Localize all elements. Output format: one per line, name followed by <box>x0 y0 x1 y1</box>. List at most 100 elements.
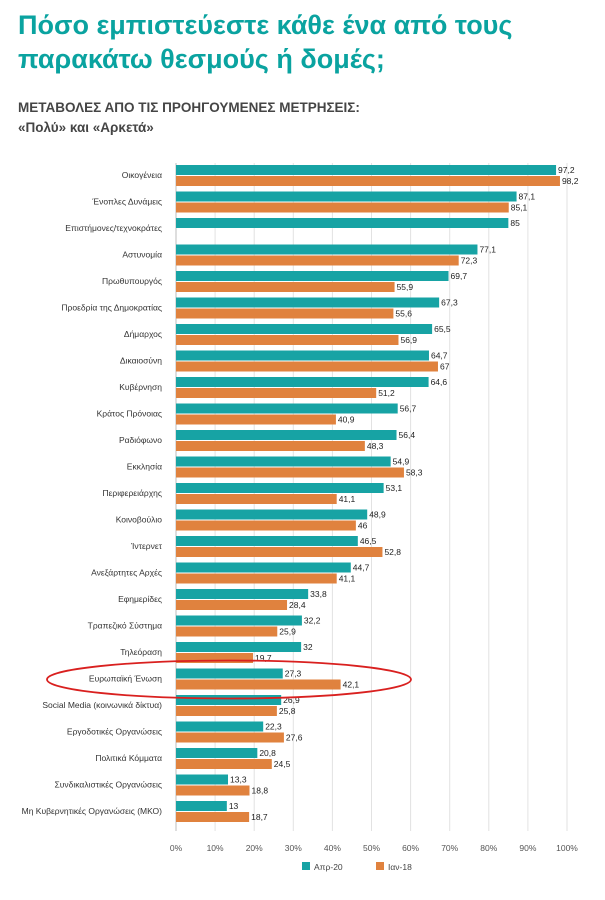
data-label: 42,1 <box>343 680 360 690</box>
bar <box>176 191 517 202</box>
data-label: 25,8 <box>279 706 296 716</box>
bar <box>176 706 277 716</box>
title-line-2: παρακάτω θεσμούς ή δομές; <box>18 44 385 74</box>
category-label: Περιφερειάρχης <box>103 488 163 498</box>
bar <box>176 335 399 345</box>
data-label: 51,2 <box>378 388 395 398</box>
bar <box>176 785 250 796</box>
bar <box>176 520 356 531</box>
data-label: 67 <box>440 362 450 372</box>
x-tick-label: 70% <box>441 843 458 853</box>
bar <box>176 562 351 573</box>
bar <box>176 494 337 504</box>
category-label: Εργοδοτικές Οργανώσεις <box>67 727 162 737</box>
category-label: Τραπεζικό Σύστημα <box>88 621 162 631</box>
category-labels: Οικογένεια Ένοπλες Δυνάμεις Επιστήμονες/τε… <box>22 170 163 816</box>
data-label: 56,4 <box>399 430 416 440</box>
category-label: Προεδρία της Δημοκρατίας <box>61 303 162 313</box>
data-label: 25,9 <box>279 627 296 637</box>
data-label: 98,2 <box>562 176 579 186</box>
bar <box>176 801 227 811</box>
title-line-1: Πόσο εμπιστεύεστε κάθε ένα από τους <box>18 10 513 40</box>
category-label: Social Media (κοινωνικά δίκτυα) <box>42 700 162 710</box>
bar <box>176 218 509 228</box>
data-label: 54,9 <box>393 457 410 467</box>
data-label: 32,2 <box>304 616 321 626</box>
data-label: 67,3 <box>441 298 458 308</box>
bar <box>176 509 368 520</box>
chart-subtitle: ΜΕΤΑΒΟΛΕΣ ΑΠΟ ΤΙΣ ΠΡΟΗΓΟΥΜΕΝΕΣ ΜΕΤΡΗΣΕΙΣ… <box>18 98 598 138</box>
data-label: 24,5 <box>274 759 291 769</box>
bar <box>176 732 284 743</box>
bar <box>176 547 383 557</box>
x-tick-label: 40% <box>324 843 341 853</box>
category-label: Δικαιοσύνη <box>120 356 162 366</box>
data-label: 40,9 <box>338 415 355 425</box>
bar <box>176 536 358 546</box>
data-label: 28,4 <box>289 600 306 610</box>
bar <box>176 748 258 758</box>
bar <box>176 467 404 478</box>
data-label: 20,8 <box>259 748 276 758</box>
legend-label: Απρ-20 <box>314 862 343 872</box>
data-label: 52,8 <box>384 547 401 557</box>
data-label: 19,7 <box>255 653 272 663</box>
x-tick-label: 0% <box>170 843 183 853</box>
data-label: 69,7 <box>451 271 468 281</box>
bar <box>176 165 557 175</box>
data-label: 55,9 <box>397 282 414 292</box>
category-label: Αστυνομία <box>122 250 162 260</box>
category-label: Κράτος Πρόνοιας <box>97 409 162 419</box>
category-label: Πρωθυπουργός <box>102 276 162 286</box>
bar <box>176 297 440 308</box>
category-label: Εφημερίδες <box>118 594 162 604</box>
bar <box>176 324 433 334</box>
bar <box>176 695 282 705</box>
data-label: 26,9 <box>283 695 300 705</box>
bar <box>176 244 478 255</box>
data-labels: 97,298,2 87,185,1 85 77,172,3 69,7 55,9 67,3 55… <box>229 165 579 822</box>
data-label: 64,6 <box>431 377 448 387</box>
category-label: Συνδικαλιστικές Οργανώσεις <box>55 780 162 790</box>
data-label: 77,1 <box>479 245 496 255</box>
category-label: Ίντερνετ <box>130 541 163 551</box>
x-tick-label: 20% <box>246 843 263 853</box>
category-label: Δήμαρχος <box>124 329 162 339</box>
data-label: 56,9 <box>400 335 417 345</box>
highlight-ellipse <box>46 659 412 700</box>
bar <box>176 456 391 467</box>
bar <box>176 176 560 186</box>
bars <box>176 165 560 822</box>
subtitle-line-2: «Πολύ» και «Αρκετά» <box>18 120 154 135</box>
legend-swatch <box>302 862 310 870</box>
bar <box>176 668 283 679</box>
category-label: Ραδιόφωνο <box>119 435 162 445</box>
data-label: 22,3 <box>265 722 282 732</box>
data-label: 46 <box>358 521 368 531</box>
category-label: Ένοπλες Δυνάμεις <box>91 197 162 207</box>
x-axis-ticks: 0% 10% 20% 30% 40% 50% 60% 70% 80% 90% 100% <box>170 843 578 853</box>
category-label: Ευρωπαϊκή Ένωση <box>89 674 162 684</box>
bar <box>176 626 278 637</box>
data-label: 56,7 <box>400 404 417 414</box>
bar <box>176 361 438 372</box>
category-label: Κυβέρνηση <box>119 382 162 392</box>
highlight-ellipse-shape <box>46 659 412 700</box>
data-label: 48,9 <box>369 510 386 520</box>
data-label: 46,5 <box>360 536 377 546</box>
data-label: 32 <box>303 642 313 652</box>
data-label: 41,1 <box>339 574 356 584</box>
bar <box>176 441 365 451</box>
data-label: 48,3 <box>367 441 384 451</box>
legend: Απρ-20 Ιαν-18 <box>302 862 412 872</box>
data-label: 64,7 <box>431 351 448 361</box>
data-label: 18,8 <box>252 786 269 796</box>
data-label: 53,1 <box>386 483 403 493</box>
bar <box>176 308 394 319</box>
data-label: 27,6 <box>286 733 303 743</box>
data-label: 72,3 <box>461 256 478 266</box>
bar <box>176 600 288 610</box>
x-tick-label: 100% <box>556 843 578 853</box>
data-label: 13,3 <box>230 775 247 785</box>
